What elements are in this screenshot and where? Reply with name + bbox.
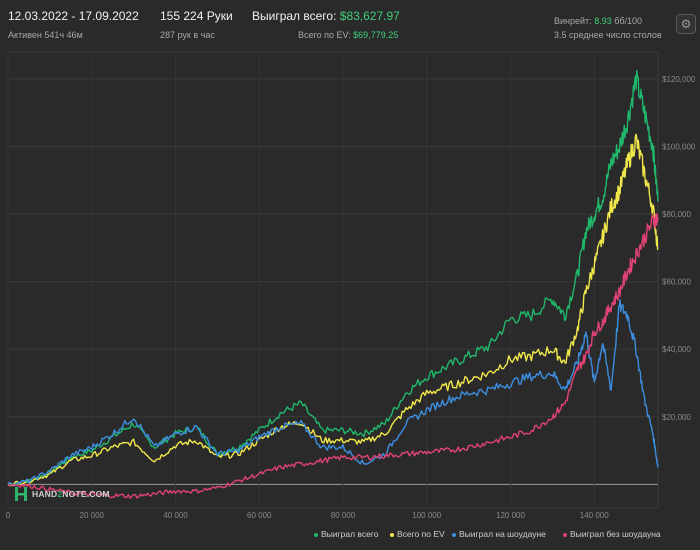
y-tick-label: $60,000 (662, 278, 691, 287)
legend-item[interactable]: Выиграл всего (314, 529, 378, 539)
winrate-unit: бб/100 (614, 16, 643, 26)
legend-item[interactable]: Выиграл без шоудауна (563, 529, 661, 539)
series-line-2 (7, 299, 659, 486)
x-tick-label: 140 000 (580, 511, 609, 520)
active-time: Активен 541ч 46м (8, 30, 83, 40)
series-line-1 (7, 133, 659, 487)
ev-total-value: $69,779.25 (353, 30, 399, 40)
hand2note-logo-icon (15, 487, 27, 501)
winrate: Винрейт: 8.93 бб/100 (554, 16, 642, 26)
legend-dot-icon (390, 532, 394, 537)
legend-label: Выиграл на шоудауне (459, 529, 546, 539)
legend-dot-icon (314, 532, 318, 537)
ev-total-label: Всего по EV: (298, 30, 351, 40)
date-range: 12.03.2022 - 17.09.2022 (8, 9, 139, 23)
chart-axes: $20,000 $40,000 $60,000 $80,000 $100,000 $120… (6, 75, 696, 520)
y-tick-label: $120,000 (662, 75, 696, 84)
hands-count: 155 224 Руки (160, 9, 233, 23)
y-tick-label: $100,000 (662, 143, 696, 152)
x-tick-label: 60 000 (247, 511, 272, 520)
ev-total: Всего по EV: $69,779.25 (298, 30, 398, 40)
plot-frame (7, 51, 659, 509)
legend-item[interactable]: Всего по EV (390, 529, 445, 539)
x-tick-label: 100 000 (412, 511, 441, 520)
chart-lines (7, 69, 659, 499)
series-line-3 (7, 213, 659, 499)
y-tick-label: $80,000 (662, 210, 691, 219)
hand2note-logo-text: HAND2NOTE.COM (32, 489, 110, 499)
x-tick-label: 80 000 (331, 511, 356, 520)
legend-item[interactable]: Выиграл на шоудауне (452, 529, 546, 539)
header: 12.03.2022 - 17.09.2022 Активен 541ч 46м… (0, 0, 700, 46)
winrate-value: 8.93 (594, 16, 612, 26)
y-tick-label: $40,000 (662, 345, 691, 354)
average-tables: 3.5 среднее число столов (554, 30, 662, 40)
legend-dot-icon (452, 532, 456, 537)
legend-label: Всего по EV (397, 529, 445, 539)
won-total: Выиграл всего: $83,627.97 (252, 9, 400, 23)
legend-label: Выиграл без шоудауна (570, 529, 661, 539)
winrate-label: Винрейт: (554, 16, 592, 26)
x-tick-label: 120 000 (496, 511, 525, 520)
won-total-value: $83,627.97 (339, 9, 400, 23)
settings-gear-icon[interactable]: ⚙ (676, 14, 696, 34)
legend-label: Выиграл всего (321, 529, 379, 539)
y-tick-label: $20,000 (662, 413, 691, 422)
x-tick-label: 20 000 (80, 511, 105, 520)
won-total-label: Выиграл всего: (252, 9, 337, 23)
chart-grid (7, 51, 659, 509)
x-tick-label: 0 (6, 511, 11, 520)
hands-per-hour: 287 рук в час (160, 30, 215, 40)
x-tick-label: 40 000 (163, 511, 188, 520)
legend-dot-icon (563, 532, 567, 537)
series-line-0 (7, 69, 659, 486)
